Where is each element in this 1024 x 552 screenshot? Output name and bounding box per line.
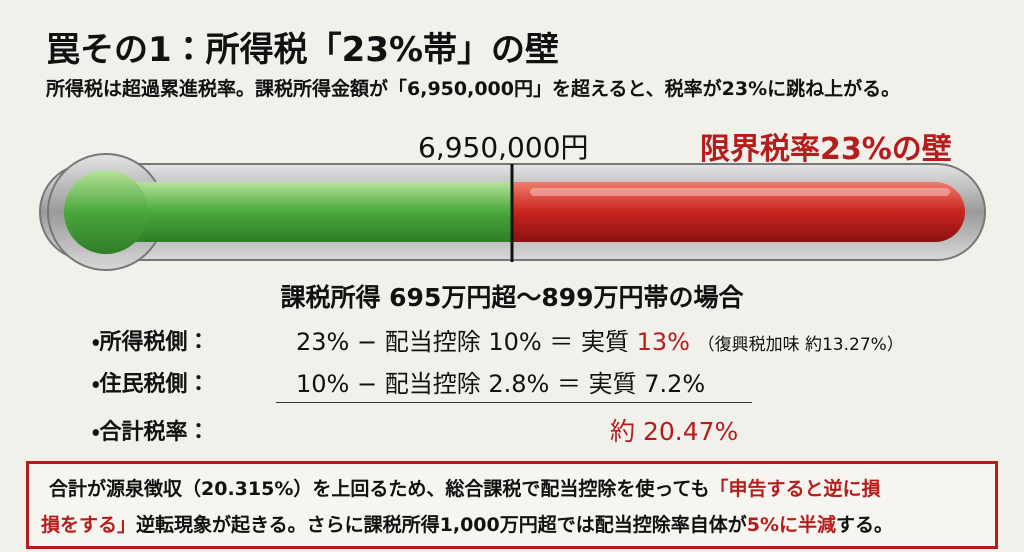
note-emphasis: 「申告すると逆に損 xyxy=(709,478,881,500)
threshold-label: 6,950,000円 xyxy=(418,131,589,164)
row-formula: 23% − 配当控除 10% ＝ 実質 13% （復興税加味 約13.27%） xyxy=(296,322,904,357)
note-emphasis: 損をする」 xyxy=(41,514,137,536)
note-text: する。 xyxy=(836,514,894,536)
result: 約 20.47% xyxy=(610,417,739,446)
title: 罠その1：所得税「23%帯」の壁 xyxy=(46,30,560,70)
danger-label: 限界税率23%の壁 xyxy=(700,132,952,167)
bulb xyxy=(64,170,148,254)
note-line: 損をする」逆転現象が起きる。さらに課税所得1,000万円超では配当控除率自体が5… xyxy=(41,510,893,537)
row-label: ・合計税率： xyxy=(92,420,210,445)
case-title: 課税所得 695万円超～899万円帯の場合 xyxy=(280,283,744,312)
note-emphasis: 5%に半減 xyxy=(746,514,837,536)
subtitle: 所得税は超過累進税率。課税所得金額が「6,950,000円」を超えると、税率が2… xyxy=(46,78,901,100)
danger-zone xyxy=(512,182,965,242)
note-box: 合計が源泉徴収（20.315%）を上回るため、総合課税で配当控除を使っても「申告… xyxy=(26,461,998,549)
sum-rule xyxy=(276,402,752,403)
note-line: 合計が源泉徴収（20.315%）を上回るため、総合課税で配当控除を使っても「申告… xyxy=(49,474,880,501)
row-label: ・住民税側： xyxy=(92,372,210,397)
row-note: （復興税加味 約13.27%） xyxy=(697,335,904,355)
gauge xyxy=(39,153,986,271)
note-text: 逆転現象が起きる。さらに課税所得1,000万円超では配当控除率自体が xyxy=(136,514,747,536)
safe-zone xyxy=(100,182,514,242)
note-text: 合計が源泉徴収（20.315%）を上回るため、総合課税で配当控除を使っても xyxy=(49,478,710,500)
result: 13% xyxy=(636,328,690,356)
formula: 23% − 配当控除 10% ＝ 実質 xyxy=(296,328,629,356)
row-label: ・所得税側： xyxy=(92,330,210,355)
highlight xyxy=(530,188,950,196)
row-formula: 10% − 配当控除 2.8% ＝ 実質 7.2% xyxy=(296,370,706,398)
